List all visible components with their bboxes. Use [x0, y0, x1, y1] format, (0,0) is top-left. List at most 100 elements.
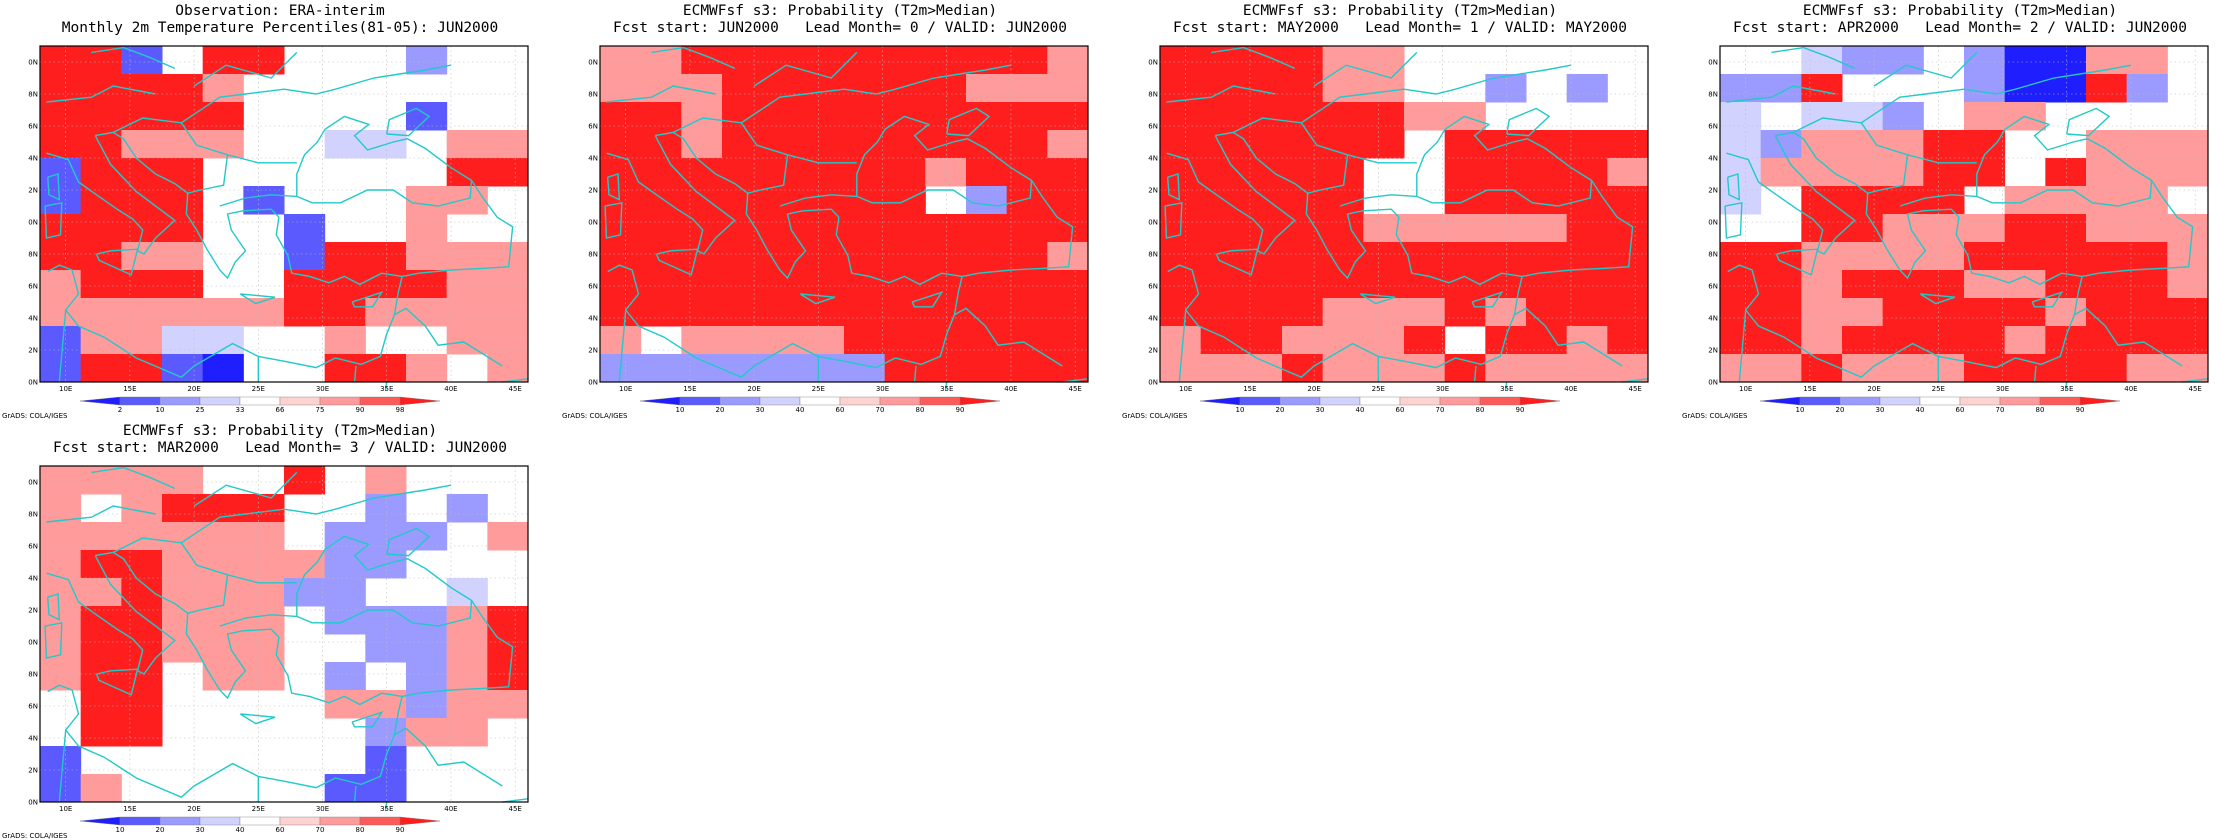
grid-cell: [121, 662, 163, 691]
coastline: [1339, 194, 1417, 207]
coastline: [954, 307, 1063, 367]
grid-cell: [2126, 242, 2168, 271]
grid-cell: [365, 466, 407, 495]
grid-cell: [884, 214, 926, 243]
grid-cell: [803, 130, 845, 159]
grid-cell: [966, 102, 1008, 131]
coastline: [606, 135, 736, 255]
grid-cell: [762, 46, 804, 75]
colorbar-swatch: [1239, 396, 1281, 406]
colorbar-swatch: [1479, 396, 1521, 406]
lat-tick-label: 30N: [28, 799, 38, 807]
grid-cell: [80, 690, 122, 719]
lat-tick-label: 46N: [1148, 123, 1158, 131]
lat-tick-label: 44N: [28, 575, 38, 583]
grads-credit: GrADS: COLA/IGES: [1682, 412, 1748, 420]
coastline: [1215, 131, 1400, 280]
grid-cell: [40, 522, 82, 551]
grid-cell: [1160, 74, 1202, 103]
grid-cell: [1760, 242, 1802, 271]
coastline: [1792, 64, 2132, 134]
map-frame: [1159, 45, 1649, 383]
grid-cell: [1526, 326, 1568, 355]
grid-cell: [2167, 158, 2209, 187]
grid-cell: [1404, 102, 1446, 131]
grid-cell: [40, 158, 82, 187]
grid-cell: [1047, 354, 1089, 383]
lon-tick-label: 45E: [2188, 385, 2201, 393]
lon-tick-label: 45E: [508, 385, 521, 393]
grid-cell: [803, 46, 845, 75]
grid-cell: [40, 46, 82, 75]
grid-cell: [1566, 298, 1608, 327]
coastline: [58, 309, 67, 383]
grid-cell: [1607, 298, 1649, 327]
grid-cell: [80, 606, 122, 635]
coastline: [44, 201, 63, 239]
grid-cell: [681, 298, 723, 327]
coastline: [1307, 154, 1349, 194]
grid-cell: [762, 74, 804, 103]
lon-tick-label: 25E: [252, 805, 265, 813]
grid-cell: [1801, 242, 1843, 271]
colorbar-label: 40: [796, 406, 805, 413]
grid-cell: [1047, 74, 1089, 103]
lon-tick-label: 10E: [59, 805, 72, 813]
grid-cell: [1444, 354, 1486, 383]
grid-cell: [884, 46, 926, 75]
coastline: [1727, 217, 2083, 379]
grid-cell: [1882, 158, 1924, 187]
grads-credit: GrADS: COLA/IGES: [1122, 412, 1188, 420]
coastline: [913, 365, 917, 383]
grid-cell: [1842, 102, 1884, 131]
grid-cell: [1964, 326, 2006, 355]
coastline: [1506, 107, 1551, 137]
grid-cell: [966, 298, 1008, 327]
grid-cell: [1964, 298, 2006, 327]
grid-cell: [2126, 326, 2168, 355]
grid-cell: [80, 522, 122, 551]
lat-tick-label: 36N: [28, 283, 38, 291]
coastline: [911, 291, 944, 308]
colorbar: 10 20 30 40 60 70 80 90: [1759, 396, 2121, 413]
grid-cell: [365, 774, 407, 803]
grid-cell: [202, 298, 244, 327]
coastline: [180, 542, 297, 584]
colorbar-swatch: [79, 396, 121, 406]
grid-cell: [40, 606, 82, 635]
grid-cell: [640, 242, 682, 271]
grid-cell: [1526, 130, 1568, 159]
lon-tick-label: 35E: [2060, 385, 2073, 393]
grid-cell: [803, 242, 845, 271]
coastline: [1178, 309, 1187, 383]
map-panel-lead2: ECMWFsf s3: Probability (T2m>Median) Fcs…: [1680, 0, 2240, 420]
grid-cell: [1842, 298, 1884, 327]
lat-tick-label: 30N: [1148, 379, 1158, 387]
lon-tick-label: 20E: [187, 805, 200, 813]
coastline: [2064, 381, 2068, 391]
grid-cell: [1404, 326, 1446, 355]
colorbar-label: 98: [396, 406, 405, 413]
grid-cell: [2086, 298, 2128, 327]
grid-cell: [40, 186, 82, 215]
grid-cell: [1322, 326, 1364, 355]
grid-cell: [1200, 354, 1242, 383]
colorbar-label: 10: [116, 826, 125, 833]
colorbar-label: 20: [1836, 406, 1845, 413]
grid-cell: [1801, 186, 1843, 215]
lon-tick-label: 25E: [1372, 385, 1385, 393]
grid-cell: [324, 662, 366, 691]
coastline: [1899, 194, 1977, 207]
colorbar-label: 66: [276, 406, 285, 413]
grid-cell: [1363, 270, 1405, 299]
grid-cell: [1006, 130, 1048, 159]
grid-cell: [640, 270, 682, 299]
grid-cell: [121, 354, 163, 383]
grid-cell: [1006, 326, 1048, 355]
grid-cell: [884, 298, 926, 327]
coastline: [747, 154, 789, 194]
grid-cell: [487, 354, 529, 383]
grid-cell: [1923, 270, 1965, 299]
grid-cell: [600, 186, 642, 215]
coastline: [606, 85, 716, 103]
